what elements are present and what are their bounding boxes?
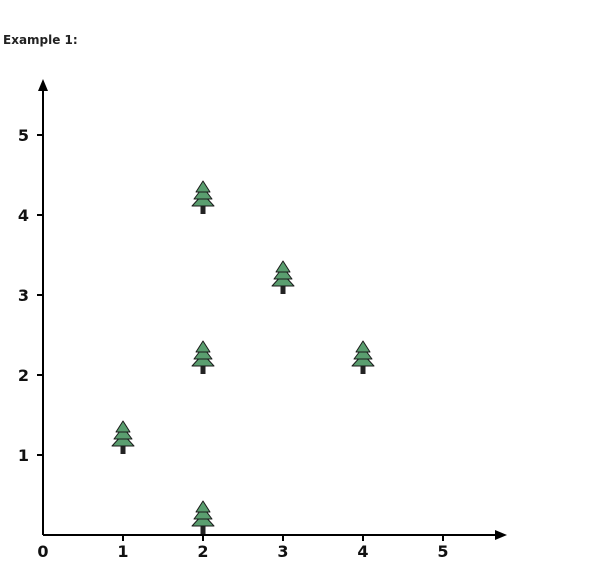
y-tick-label: 3 (18, 286, 29, 305)
x-tick-label: 1 (117, 542, 128, 561)
tree-icon (351, 340, 375, 374)
x-tick-label: 2 (197, 542, 208, 561)
tree-icon (271, 260, 295, 294)
x-tick-label: 3 (277, 542, 288, 561)
tree-icon (191, 340, 215, 374)
tree-icon (111, 420, 135, 454)
y-axis-arrow (38, 79, 48, 91)
x-tick-label: 5 (437, 542, 448, 561)
example-heading: Example 1: (3, 33, 78, 47)
x-tick-label: 0 (37, 542, 48, 561)
y-tick-label: 5 (18, 126, 29, 145)
axes (38, 79, 507, 540)
tree-markers (111, 180, 375, 534)
axis-ticks: 0 1 2 3 4 5 1 2 3 4 5 (18, 126, 449, 561)
y-tick-label: 1 (18, 446, 29, 465)
tree-icon (191, 500, 215, 534)
x-tick-label: 4 (357, 542, 368, 561)
x-axis-arrow (495, 530, 507, 540)
y-tick-label: 2 (18, 366, 29, 385)
y-tick-label: 4 (18, 206, 29, 225)
tree-icon (191, 180, 215, 214)
